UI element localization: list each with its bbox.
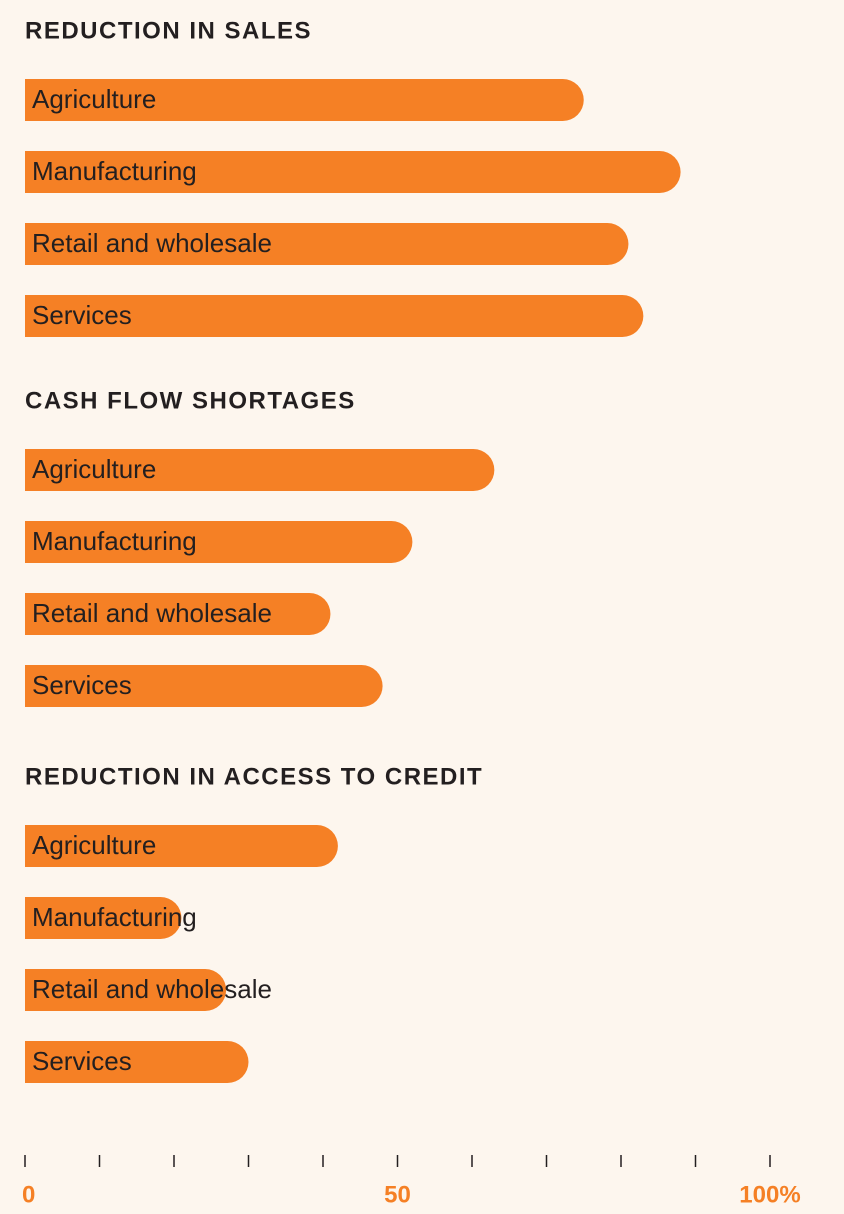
bar bbox=[25, 521, 413, 563]
bar bbox=[25, 79, 584, 121]
bar bbox=[25, 665, 383, 707]
bar bbox=[25, 1041, 249, 1083]
category-label: Agriculture bbox=[32, 454, 156, 484]
x-tick-label: 100% bbox=[739, 1181, 800, 1208]
x-tick-label: 0 bbox=[22, 1181, 35, 1208]
group-title: CASH FLOW SHORTAGES bbox=[25, 387, 356, 414]
group-title: REDUCTION IN SALES bbox=[25, 17, 312, 44]
bar bbox=[25, 897, 182, 939]
x-tick-label: 50 bbox=[384, 1181, 411, 1208]
category-label: Retail and wholesale bbox=[32, 974, 272, 1004]
bar bbox=[25, 449, 495, 491]
category-label: Manufacturing bbox=[32, 902, 197, 932]
category-label: Services bbox=[32, 670, 132, 700]
category-label: Services bbox=[32, 1046, 132, 1076]
bar bbox=[25, 223, 629, 265]
category-label: Manufacturing bbox=[32, 156, 197, 186]
category-label: Retail and wholesale bbox=[32, 228, 272, 258]
bar bbox=[25, 969, 227, 1011]
category-label: Manufacturing bbox=[32, 526, 197, 556]
bar bbox=[25, 825, 338, 867]
bar bbox=[25, 151, 681, 193]
group-title: REDUCTION IN ACCESS TO CREDIT bbox=[25, 763, 483, 790]
bar bbox=[25, 593, 331, 635]
bar bbox=[25, 295, 644, 337]
category-label: Agriculture bbox=[32, 84, 156, 114]
category-label: Services bbox=[32, 300, 132, 330]
category-label: Agriculture bbox=[32, 830, 156, 860]
category-label: Retail and wholesale bbox=[32, 598, 272, 628]
